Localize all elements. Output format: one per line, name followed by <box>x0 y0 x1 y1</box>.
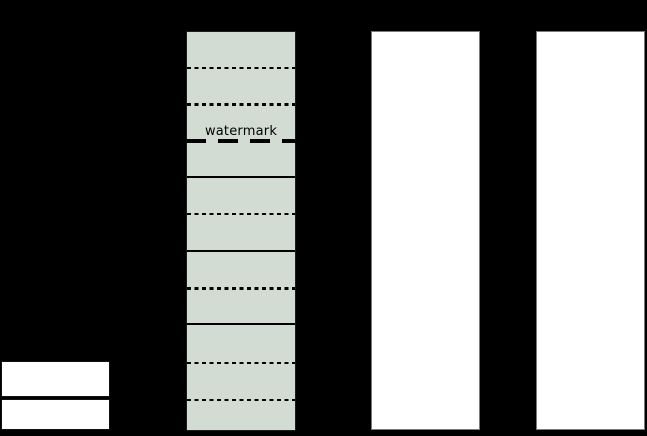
legend-swatch-bottom <box>1 399 110 430</box>
dashed-segment-divider <box>187 212 295 215</box>
solid-segment-divider <box>187 323 295 325</box>
dashed-segment-divider <box>187 287 295 290</box>
legend-swatch-top <box>1 361 110 397</box>
watermark-label: watermark <box>204 123 278 139</box>
empty-memory-column-1 <box>371 31 480 430</box>
dashed-segment-divider <box>187 103 295 106</box>
solid-segment-divider <box>187 176 295 178</box>
watermarked-memory-column: watermark <box>186 31 296 431</box>
solid-segment-divider <box>187 250 295 252</box>
dashed-segment-divider <box>187 66 295 69</box>
watermark-level-line <box>186 139 296 143</box>
dashed-segment-divider <box>187 361 295 364</box>
empty-memory-column-2 <box>536 31 645 430</box>
dashed-segment-divider <box>187 398 295 401</box>
